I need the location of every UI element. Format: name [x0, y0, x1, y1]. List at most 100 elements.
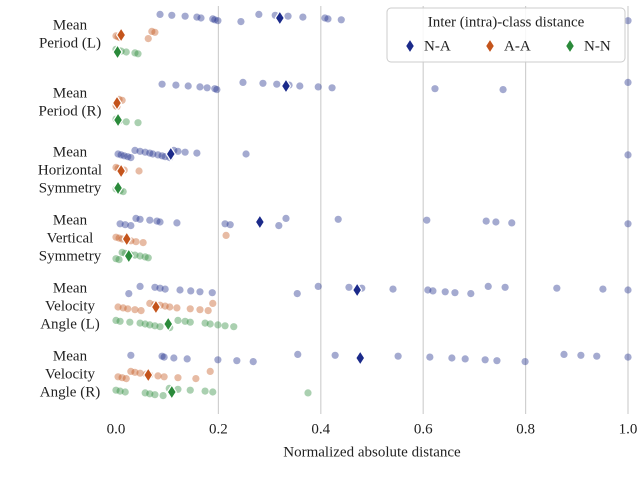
data-point [467, 290, 475, 298]
data-point [553, 284, 561, 292]
data-point [196, 288, 204, 296]
category-label: Symmetry [39, 180, 102, 196]
data-point [209, 15, 217, 23]
x-tick-label: 0.4 [311, 421, 330, 437]
data-point [146, 390, 154, 398]
data-point [131, 368, 139, 376]
data-point [121, 388, 129, 396]
data-point [394, 352, 402, 360]
data-point [134, 50, 142, 58]
data-point [114, 303, 122, 311]
data-point [230, 323, 238, 331]
data-point [599, 285, 607, 293]
data-point [112, 316, 120, 324]
data-point [239, 78, 247, 86]
data-point [115, 234, 123, 242]
category-label: Angle (L) [40, 316, 100, 332]
data-point [203, 84, 211, 92]
category-label: Mean [53, 280, 88, 296]
data-point [331, 351, 339, 359]
data-point [118, 248, 126, 256]
data-point [334, 215, 342, 223]
mean-marker [121, 230, 132, 248]
data-point [127, 351, 135, 359]
category-label: Mean [53, 348, 88, 364]
data-point [461, 355, 469, 363]
mean-marker [111, 94, 123, 112]
x-tick-label: 0.2 [209, 421, 228, 437]
data-point [209, 299, 217, 307]
data-point [168, 11, 176, 19]
data-point [158, 352, 166, 360]
data-point [624, 286, 632, 294]
data-point [441, 288, 449, 296]
data-point [181, 317, 189, 325]
data-point [114, 373, 122, 381]
data-point [149, 150, 157, 158]
data-point [116, 317, 124, 325]
category-label: Mean [53, 17, 88, 33]
legend-box [386, 7, 626, 63]
x-axis-label: Normalized absolute distance [283, 444, 461, 460]
legend-marker [484, 37, 496, 55]
category-label: Horizontal [38, 162, 102, 178]
data-point [160, 353, 168, 361]
legend-label: N-N [584, 38, 611, 54]
legend-marker [404, 37, 416, 55]
data-point [131, 146, 139, 154]
data-point [184, 82, 192, 90]
data-point [114, 150, 122, 158]
mean-marker [112, 43, 123, 61]
data-point [226, 221, 234, 229]
data-point [127, 367, 135, 375]
data-point [135, 167, 143, 175]
data-point [389, 285, 397, 293]
data-point [196, 83, 204, 91]
data-point [170, 354, 178, 362]
data-point [221, 220, 229, 228]
data-point [139, 239, 147, 247]
legend-label: N-A [424, 38, 451, 54]
mean-marker [115, 26, 127, 44]
data-point [156, 323, 164, 331]
data-point [499, 86, 507, 94]
mean-marker [274, 9, 286, 27]
data-point [136, 147, 144, 155]
data-point [118, 374, 126, 382]
data-point [196, 306, 204, 314]
mean-marker [351, 281, 363, 299]
data-point [521, 358, 529, 366]
data-point [186, 318, 194, 326]
data-point [122, 375, 130, 383]
data-point [173, 219, 181, 227]
data-point [172, 81, 180, 89]
x-tick-label: 0.0 [107, 421, 126, 437]
data-point [211, 85, 219, 93]
data-point [214, 321, 222, 329]
data-point [193, 13, 201, 21]
data-point [124, 305, 132, 313]
data-point [206, 320, 214, 328]
data-point [146, 149, 154, 157]
data-point [136, 282, 144, 290]
data-point [141, 320, 149, 328]
data-point [209, 388, 217, 396]
data-point [296, 82, 304, 90]
mean-marker [143, 366, 154, 384]
category-label: Mean [53, 212, 88, 228]
data-point [493, 357, 501, 365]
data-point [115, 256, 123, 264]
data-point [131, 306, 139, 314]
mean-marker [112, 111, 124, 129]
data-point [158, 80, 166, 88]
category-label: Mean [53, 85, 88, 101]
legend-title: Inter (intra)-class distance [428, 14, 585, 30]
category-label: Velocity [45, 366, 95, 382]
data-point [122, 48, 130, 56]
data-point [166, 303, 174, 311]
data-point [624, 17, 632, 25]
data-point [275, 222, 283, 230]
category-label: Angle (R) [40, 384, 100, 400]
data-point [337, 16, 345, 24]
